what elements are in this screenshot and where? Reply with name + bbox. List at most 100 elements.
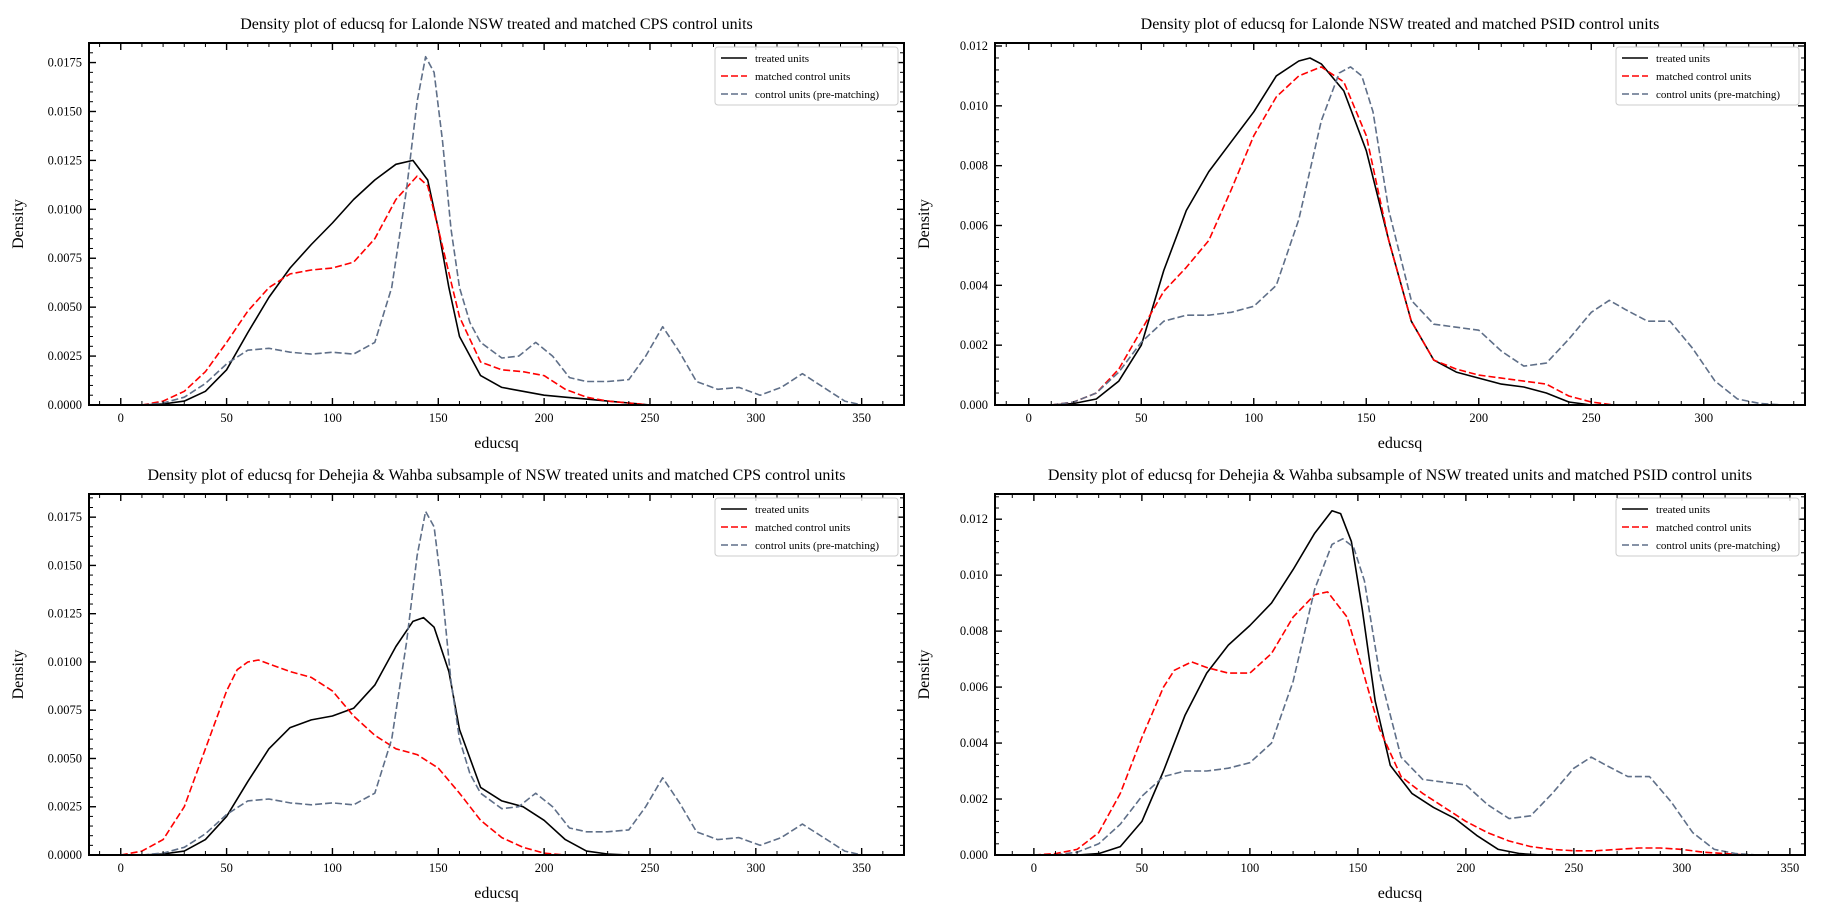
x-axis-label: educsq [1378,885,1422,902]
y-tick-label: 0.010 [960,99,988,113]
legend: treated units matched control units contro… [1615,46,1800,106]
legend-label-control: control units (pre-matching) [1656,540,1780,552]
y-tick-label: 0.0150 [48,104,82,118]
x-tick-label: 150 [1349,861,1368,875]
x-tick-label: 50 [1135,411,1148,425]
legend-box [1615,46,1800,106]
x-tick-label: 50 [220,861,233,875]
series-line-treated [1077,510,1542,855]
x-tick-label: 300 [1673,861,1692,875]
y-tick-label: 0.006 [960,680,988,694]
legend-label-control: control units (pre-matching) [755,89,879,101]
chart-panel-4: Density plot of educsq for Dehejia & Wah… [916,467,1806,902]
x-tick-label: 50 [220,411,233,425]
y-tick-label: 0.0175 [48,510,82,524]
legend-label-treated: treated units [755,504,809,516]
series-line-control [1051,66,1783,405]
chart-title: Density plot of educsq for Lalonde NSW t… [240,16,753,33]
chart-title: Density plot of educsq for Lalonde NSW t… [1141,16,1660,33]
chart-title: Density plot of educsq for Dehejia & Wah… [148,467,846,484]
legend-label-treated: treated units [1656,53,1710,65]
y-axis-label: Density [916,650,933,700]
legend-box [1615,497,1800,557]
chart-panel-2: Density plot of educsq for Lalonde NSW t… [916,16,1806,452]
x-tick-label: 150 [429,861,448,875]
x-tick-label: 150 [1357,411,1376,425]
x-tick-label: 250 [641,861,660,875]
x-tick-label: 200 [535,411,554,425]
y-tick-label: 0.0125 [48,153,82,167]
legend-label-treated: treated units [755,53,809,65]
legend-label-control: control units (pre-matching) [1656,89,1780,101]
series-line-control [141,55,862,405]
legend-box [714,497,899,557]
x-tick-label: 250 [1565,861,1584,875]
y-tick-label: 0.000 [960,848,988,862]
series-line-control [1055,538,1758,855]
plot-frame [994,493,1806,856]
x-tick-label: 250 [1582,411,1601,425]
y-tick-label: 0.000 [960,398,988,412]
y-tick-label: 0.012 [960,39,988,53]
y-tick-label: 0.0050 [48,751,82,765]
y-axis-label: Density [916,199,933,249]
legend-label-matched: matched control units [755,522,850,534]
legend: treated units matched control units contro… [1615,497,1800,557]
x-tick-label: 350 [1781,861,1800,875]
x-tick-label: 250 [641,411,660,425]
legend-label-matched: matched control units [1656,71,1751,83]
y-axis-label: Density [10,650,27,700]
series-line-treated [141,159,651,405]
plot-frame [88,42,905,406]
legend-box [714,46,899,106]
x-tick-label: 100 [1244,411,1263,425]
y-tick-label: 0.004 [960,736,989,750]
x-tick-label: 300 [1694,411,1713,425]
y-tick-label: 0.0100 [48,202,82,216]
legend: treated units matched control units contro… [714,46,899,106]
y-tick-label: 0.0000 [48,848,82,862]
x-axis-label: educsq [474,885,518,902]
y-tick-label: 0.006 [960,218,988,232]
x-tick-label: 0 [1026,411,1032,425]
y-tick-label: 0.0075 [48,703,82,717]
legend-label-treated: treated units [1656,504,1710,516]
legend-label-control: control units (pre-matching) [755,540,879,552]
x-tick-label: 100 [1241,861,1260,875]
y-tick-label: 0.0175 [48,56,82,70]
y-tick-label: 0.0025 [48,349,82,363]
y-tick-label: 0.0050 [48,300,82,314]
series-line-matched [120,659,566,855]
x-tick-label: 300 [746,861,765,875]
series-line-matched [1033,591,1747,855]
x-axis-label: educsq [1378,435,1422,452]
y-tick-label: 0.0150 [48,558,82,572]
y-tick-label: 0.0125 [48,607,82,621]
chart-title: Density plot of educsq for Dehejia & Wah… [1048,467,1752,484]
y-tick-label: 0.0000 [48,398,82,412]
y-tick-label: 0.010 [960,568,988,582]
x-tick-label: 0 [118,861,124,875]
x-axis-label: educsq [474,435,518,452]
series-line-treated [141,616,629,855]
x-tick-label: 350 [852,861,871,875]
chart-panel-3: Density plot of educsq for Dehejia & Wah… [10,467,905,902]
y-axis-label: Density [10,199,27,249]
legend-label-matched: matched control units [755,71,850,83]
y-tick-label: 0.008 [960,159,988,173]
x-tick-label: 300 [746,411,765,425]
x-tick-label: 200 [1469,411,1488,425]
x-tick-label: 100 [323,411,342,425]
series-line-control [141,510,862,855]
y-tick-label: 0.008 [960,624,988,638]
x-tick-label: 0 [1031,861,1037,875]
series-line-matched [1051,66,1614,405]
x-tick-label: 50 [1136,861,1149,875]
y-tick-label: 0.0025 [48,800,82,814]
x-tick-label: 200 [1457,861,1476,875]
x-tick-label: 100 [323,861,342,875]
y-tick-label: 0.0075 [48,251,82,265]
legend: treated units matched control units contro… [714,497,899,557]
legend-label-matched: matched control units [1656,522,1751,534]
